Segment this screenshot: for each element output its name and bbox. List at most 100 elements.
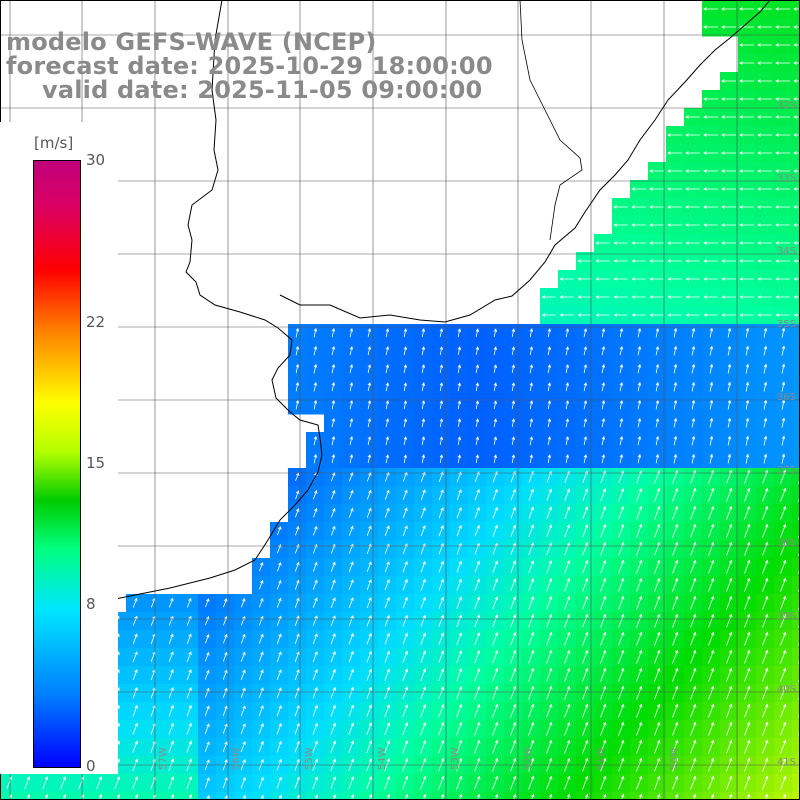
wind-arrow bbox=[744, 559, 751, 574]
wind-arrow bbox=[673, 327, 678, 338]
wind-arrow bbox=[258, 740, 264, 753]
wind-arrow bbox=[690, 667, 697, 682]
wind-arrow bbox=[703, 241, 718, 245]
wind-arrow bbox=[775, 223, 790, 227]
wind-arrow bbox=[224, 794, 228, 800]
wind-arrow bbox=[475, 454, 480, 463]
wind-arrow bbox=[565, 328, 570, 338]
wind-arrow bbox=[276, 722, 282, 735]
wind-arrow bbox=[474, 614, 481, 628]
lon-label: 57W bbox=[158, 747, 169, 770]
wind-arrow bbox=[420, 596, 426, 609]
wind-arrow bbox=[348, 650, 354, 663]
wind-arrow bbox=[708, 631, 715, 646]
wind-arrow bbox=[332, 794, 337, 800]
wind-arrow bbox=[672, 739, 679, 754]
wind-arrow bbox=[667, 259, 682, 263]
wind-arrow bbox=[667, 313, 682, 317]
wind-arrow bbox=[637, 399, 642, 410]
wind-arrow bbox=[613, 259, 628, 263]
wind-arrow bbox=[240, 723, 246, 735]
wind-arrow bbox=[757, 61, 772, 65]
wind-arrow bbox=[330, 686, 336, 699]
wind-arrow bbox=[780, 505, 787, 520]
wind-arrow bbox=[600, 506, 607, 520]
wind-arrow bbox=[793, 97, 800, 101]
wind-arrow bbox=[583, 436, 588, 446]
wind-arrow bbox=[618, 613, 625, 628]
wind-arrow bbox=[762, 631, 769, 646]
wind-arrow bbox=[348, 579, 354, 591]
wind-arrow bbox=[780, 577, 787, 592]
wind-arrow bbox=[673, 417, 678, 428]
wind-arrow bbox=[762, 667, 769, 682]
wind-arrow bbox=[636, 775, 643, 790]
wind-arrow bbox=[721, 187, 736, 191]
wind-arrow bbox=[727, 435, 732, 446]
wind-cell bbox=[792, 360, 800, 379]
wind-arrow bbox=[330, 651, 336, 663]
wind-arrow bbox=[654, 685, 661, 700]
wind-arrow bbox=[60, 776, 67, 790]
wind-arrow bbox=[564, 667, 571, 682]
border-line bbox=[519, 0, 583, 241]
wind-arrow bbox=[116, 793, 121, 800]
wind-arrow bbox=[476, 793, 481, 800]
wind-arrow bbox=[726, 595, 733, 610]
wind-arrow bbox=[438, 560, 444, 573]
wind-arrow bbox=[582, 542, 589, 556]
wind-arrow bbox=[420, 686, 427, 700]
wind-arrow bbox=[654, 595, 661, 610]
wind-arrow bbox=[564, 649, 571, 664]
wind-arrow bbox=[474, 632, 481, 646]
wind-arrow bbox=[456, 471, 462, 483]
wind-arrow bbox=[492, 578, 498, 591]
wind-cell bbox=[270, 792, 289, 800]
wind-arrow bbox=[528, 488, 534, 501]
wind-arrow bbox=[708, 649, 715, 664]
wind-arrow bbox=[421, 346, 426, 356]
wind-arrow bbox=[600, 524, 607, 538]
wind-arrow bbox=[204, 705, 210, 716]
wind-cell bbox=[234, 792, 253, 800]
wind-arrow bbox=[582, 595, 589, 610]
wind-arrow bbox=[565, 346, 570, 356]
wind-arrow bbox=[385, 382, 390, 392]
colorbar-tick-label: 30 bbox=[86, 151, 106, 169]
wind-arrow bbox=[366, 740, 373, 754]
wind-arrow bbox=[366, 722, 372, 736]
wind-arrow bbox=[595, 295, 610, 299]
wind-arrow bbox=[474, 739, 481, 754]
wind-arrow bbox=[493, 382, 498, 391]
wind-arrow bbox=[492, 560, 498, 573]
wind-arrow bbox=[204, 777, 210, 789]
wind-arrow bbox=[277, 561, 282, 572]
wind-arrow bbox=[655, 363, 660, 374]
wind-arrow bbox=[474, 775, 481, 790]
wind-arrow bbox=[384, 507, 390, 518]
wind-arrow bbox=[757, 169, 772, 173]
wind-arrow bbox=[655, 435, 660, 446]
wind-arrow bbox=[456, 721, 463, 736]
wind-cell bbox=[252, 792, 271, 800]
wind-arrow bbox=[793, 259, 800, 263]
wind-arrow bbox=[420, 650, 426, 663]
wind-arrow bbox=[780, 703, 787, 718]
valid-date: valid date: 2025-11-05 09:00:00 bbox=[42, 76, 483, 104]
wind-arrow bbox=[132, 776, 139, 790]
wind-arrow bbox=[168, 597, 174, 608]
wind-arrow bbox=[708, 595, 715, 610]
wind-arrow bbox=[367, 382, 372, 392]
wind-arrow bbox=[708, 667, 715, 682]
wind-arrow bbox=[222, 705, 228, 716]
wind-arrow bbox=[420, 704, 427, 718]
wind-arrow bbox=[672, 685, 679, 700]
wind-arrow bbox=[366, 579, 372, 591]
wind-arrow bbox=[600, 488, 607, 502]
wind-arrow bbox=[780, 685, 787, 700]
wind-arrow bbox=[421, 436, 426, 446]
wind-arrow bbox=[654, 739, 661, 754]
wind-arrow bbox=[564, 613, 571, 628]
wind-arrow bbox=[348, 722, 354, 735]
